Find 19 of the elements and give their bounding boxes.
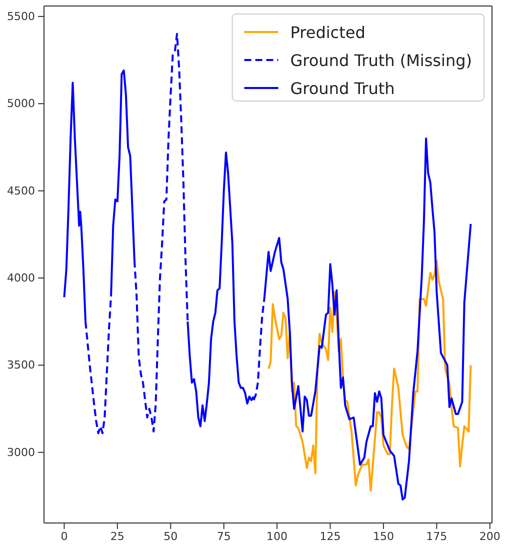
x-tick-label: 200 (479, 530, 500, 543)
x-tick-label: 75 (216, 530, 231, 543)
legend-label: Ground Truth (290, 79, 395, 98)
line-series (268, 260, 472, 492)
legend-label: Predicted (290, 23, 366, 42)
x-tick-label: 25 (110, 530, 124, 543)
y-tick-label: 5000 (7, 97, 35, 110)
x-tick-label: 50 (164, 530, 178, 543)
y-tick-label: 4000 (7, 272, 35, 285)
x-tick-label: 175 (426, 530, 448, 543)
x-tick-label: 150 (372, 530, 394, 543)
x-tick-label: 0 (60, 530, 68, 543)
x-tick-label: 125 (320, 530, 341, 543)
y-tick-label: 5500 (7, 10, 35, 23)
y-tick-label: 4500 (7, 184, 35, 198)
legend-label: Ground Truth (Missing) (290, 51, 472, 70)
y-tick-label: 3000 (7, 446, 35, 459)
x-tick-label: 100 (266, 530, 288, 543)
y-tick-label: 3500 (7, 358, 35, 372)
